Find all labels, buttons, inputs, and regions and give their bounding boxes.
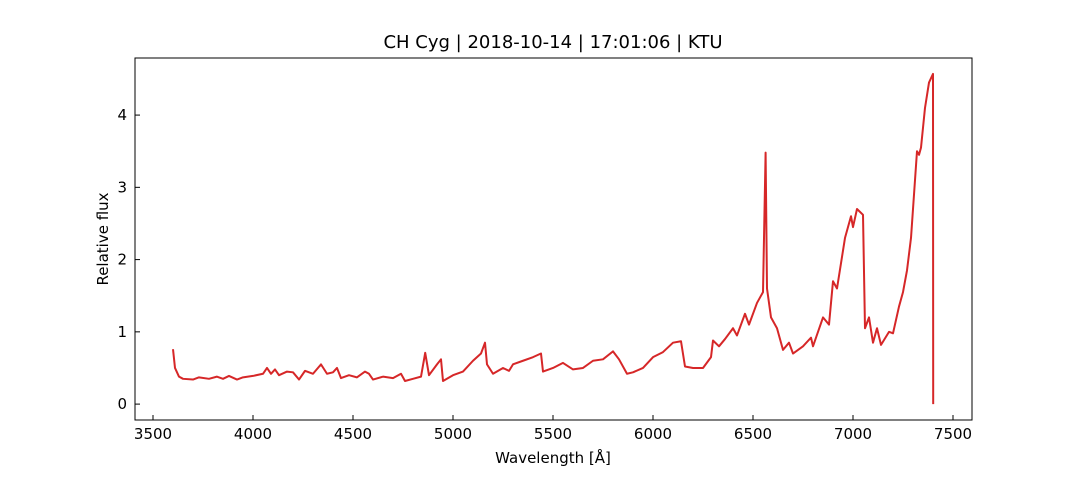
x-tick-label: 6500 — [734, 425, 772, 443]
y-tick-label: 3 — [117, 178, 127, 196]
y-tick-label: 4 — [117, 106, 127, 124]
x-tick-label: 6000 — [634, 425, 672, 443]
x-tick-label: 4500 — [334, 425, 372, 443]
y-tick-label: 1 — [117, 323, 127, 341]
y-axis-label: Relative flux — [94, 192, 112, 285]
chart-title: CH Cyg | 2018-10-14 | 17:01:06 | KTU — [383, 32, 722, 53]
y-tick-label: 2 — [117, 251, 127, 269]
x-tick-label: 7500 — [934, 425, 972, 443]
x-tick-label: 5500 — [534, 425, 572, 443]
x-tick-label: 7000 — [834, 425, 872, 443]
x-tick-label: 4000 — [234, 425, 272, 443]
y-tick-label: 0 — [117, 395, 127, 413]
x-tick-label: 5000 — [434, 425, 472, 443]
spectrum-line — [172, 72, 935, 405]
x-tick-label: 3500 — [134, 425, 172, 443]
x-axis-label: Wavelength [Å] — [495, 448, 611, 467]
